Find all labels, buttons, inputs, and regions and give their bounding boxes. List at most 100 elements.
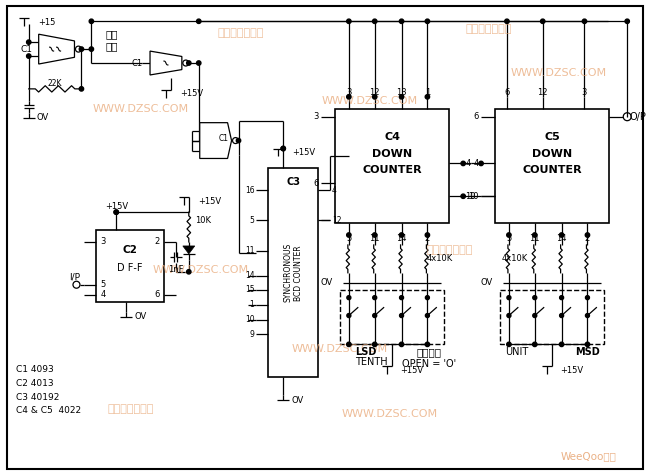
Text: D F-F: D F-F [118,263,143,273]
Text: 1: 1 [250,300,254,309]
Text: +15V: +15V [105,202,128,211]
Text: 2: 2 [154,238,160,247]
Circle shape [533,314,537,317]
Text: 时钟
脉冲: 时钟 脉冲 [105,29,118,51]
Text: 9: 9 [250,330,254,339]
Circle shape [79,47,84,51]
Circle shape [281,146,285,151]
Circle shape [560,314,564,317]
Circle shape [507,295,511,300]
Text: 22K: 22K [48,79,62,88]
Text: C1: C1 [21,45,32,54]
Text: WWW.DZSC.COM: WWW.DZSC.COM [292,344,388,354]
Text: 4: 4 [474,159,479,168]
Circle shape [582,19,587,23]
Text: 10: 10 [469,192,479,201]
Text: C3: C3 [286,177,300,187]
Circle shape [196,19,201,23]
Text: 14: 14 [396,235,407,244]
Text: 2: 2 [424,235,430,244]
Bar [96,230,164,302]
Circle shape [187,61,191,65]
Text: C5: C5 [544,132,560,142]
Text: 编码开关: 编码开关 [417,347,442,357]
Text: OV: OV [291,396,304,405]
Text: WeeQoo维库: WeeQoo维库 [560,451,616,461]
Circle shape [399,342,404,347]
Text: O/P: O/P [630,112,647,122]
Text: 11: 11 [530,235,540,244]
Text: 2: 2 [585,235,590,244]
Circle shape [27,54,31,58]
Bar [495,109,609,223]
Text: 12: 12 [538,88,548,97]
Text: 5: 5 [506,235,512,244]
Text: 10: 10 [465,192,476,201]
Circle shape [346,19,351,23]
Text: 6: 6 [504,88,510,97]
Text: 3: 3 [582,88,587,97]
Circle shape [399,19,404,23]
Circle shape [89,19,94,23]
Circle shape [532,342,537,347]
Circle shape [461,194,465,199]
Text: 6: 6 [314,179,319,188]
PathPatch shape [200,123,231,159]
Bar [340,290,445,344]
Circle shape [399,95,404,99]
Text: 维库电子市场网: 维库电子市场网 [426,245,473,255]
Text: C4: C4 [384,132,400,142]
Text: WWW.DZSC.COM: WWW.DZSC.COM [341,409,437,419]
Text: 6: 6 [154,290,160,299]
Text: 5: 5 [346,235,352,244]
Circle shape [425,233,430,237]
Text: C4 & C5  4022: C4 & C5 4022 [16,407,81,416]
Text: 14: 14 [556,235,567,244]
Circle shape [89,47,94,51]
Circle shape [400,314,404,317]
Text: 14: 14 [245,271,254,280]
Circle shape [625,19,629,23]
Text: C1: C1 [132,58,143,67]
Text: 4: 4 [332,186,337,195]
Text: 12: 12 [332,216,341,225]
Circle shape [479,161,483,166]
PathPatch shape [150,51,182,75]
Text: MSD: MSD [575,347,599,357]
Circle shape [560,342,564,347]
Circle shape [425,342,430,347]
Text: OV: OV [320,278,333,287]
Circle shape [560,295,564,300]
Circle shape [27,40,31,44]
Text: +15V: +15V [560,366,584,375]
Text: 12: 12 [369,88,380,97]
Text: WWW.DZSC.COM: WWW.DZSC.COM [153,265,249,275]
Circle shape [585,342,590,347]
Text: 3: 3 [101,238,106,247]
Text: 3: 3 [314,112,319,121]
Circle shape [196,61,201,65]
Circle shape [461,161,465,166]
Text: TENTH: TENTH [355,357,387,367]
Text: 16: 16 [245,186,254,195]
Circle shape [507,233,511,237]
Text: DOWN: DOWN [532,150,572,160]
Text: 4: 4 [465,159,471,168]
Text: WWW.DZSC.COM: WWW.DZSC.COM [93,104,189,114]
Text: 维库电子市场网: 维库电子市场网 [108,404,154,414]
Circle shape [347,295,351,300]
Text: C3 40192: C3 40192 [16,392,59,401]
Bar [500,290,604,344]
Circle shape [400,295,404,300]
Text: 6: 6 [474,112,479,121]
Circle shape [346,95,351,99]
Text: 5: 5 [250,216,254,225]
Circle shape [425,295,430,300]
Text: OPEN = 'O': OPEN = 'O' [402,359,456,369]
Circle shape [586,295,590,300]
Circle shape [425,314,430,317]
Text: 维库电子市场网: 维库电子市场网 [466,24,512,34]
PathPatch shape [39,34,75,64]
Circle shape [187,270,191,274]
Text: C2 4013: C2 4013 [16,379,53,388]
